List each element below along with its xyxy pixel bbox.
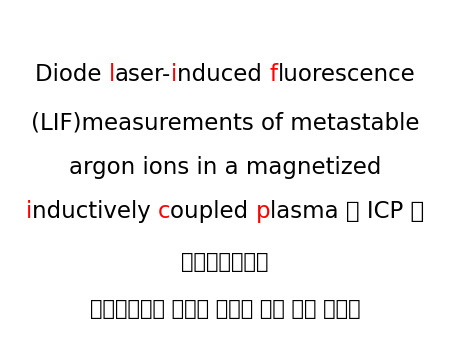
Text: nduced: nduced	[177, 63, 270, 86]
Text: nductively: nductively	[32, 200, 158, 223]
Text: l: l	[108, 63, 115, 86]
Text: (LIF)measurements of metastable: (LIF)measurements of metastable	[31, 112, 419, 135]
Text: i: i	[26, 200, 32, 223]
Text: oupled: oupled	[170, 200, 256, 223]
Text: i: i	[171, 63, 177, 86]
Text: 报告人：李长君: 报告人：李长君	[181, 252, 269, 272]
Text: 组员：周涛涛 刘皓东 李长君 吴凯 任杰 刘沦航: 组员：周涛涛 刘皓东 李长君 吴凯 任杰 刘沦航	[90, 299, 360, 319]
Text: p: p	[256, 200, 270, 223]
Text: luorescence: luorescence	[278, 63, 415, 86]
Text: argon ions in a magnetized: argon ions in a magnetized	[69, 156, 381, 179]
Text: c: c	[158, 200, 170, 223]
Text: aser-: aser-	[115, 63, 171, 86]
Text: f: f	[270, 63, 278, 86]
Text: lasma （ ICP ）: lasma （ ICP ）	[270, 200, 424, 223]
Text: Diode: Diode	[35, 63, 108, 86]
